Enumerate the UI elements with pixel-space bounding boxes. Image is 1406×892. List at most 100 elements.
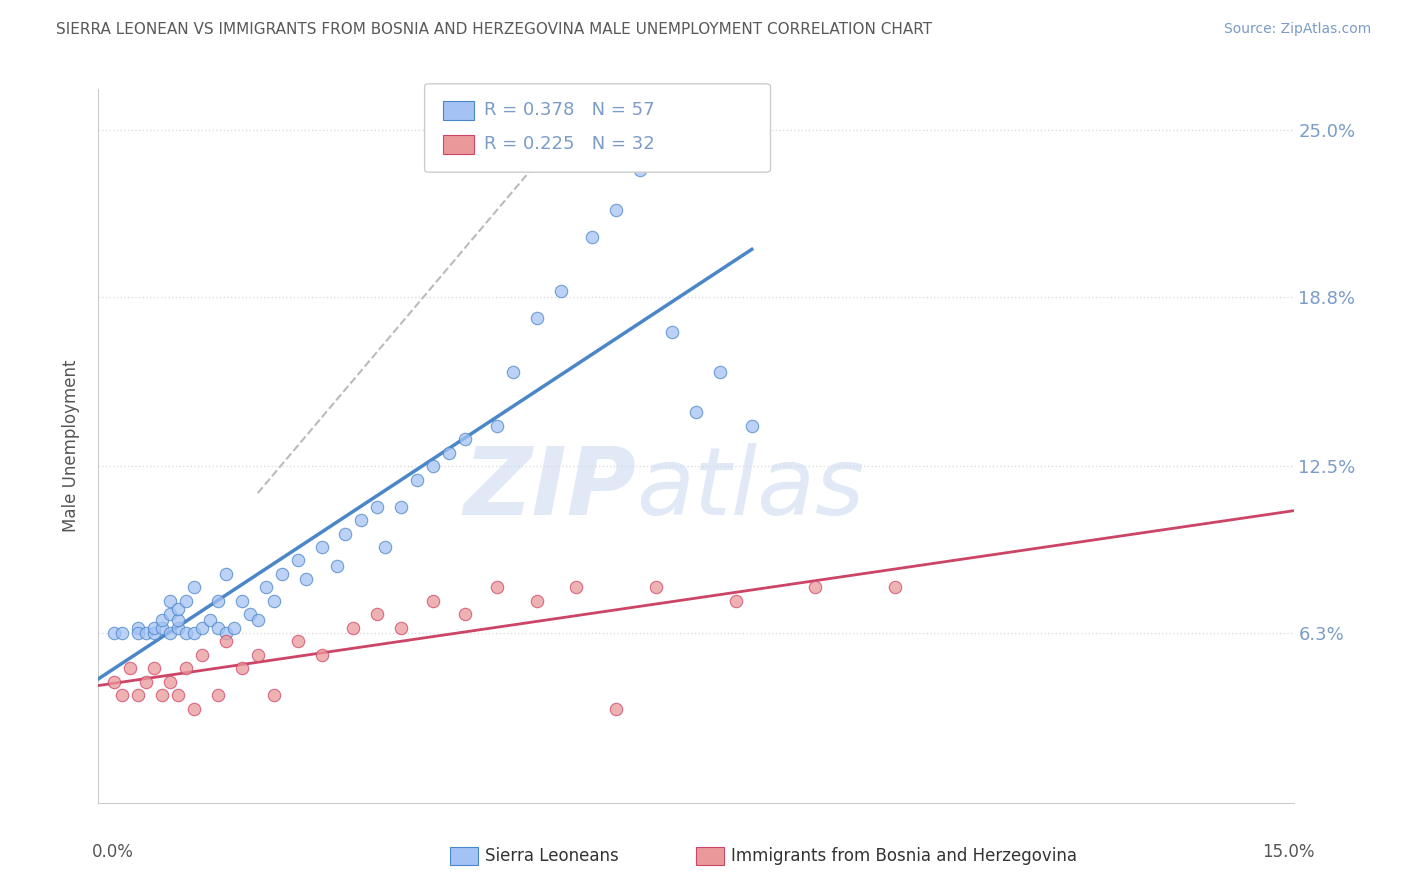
Point: [143, 626, 166, 640]
Point: [422, 594, 444, 608]
Point: [174, 661, 197, 675]
Point: [191, 648, 214, 662]
Point: [127, 688, 149, 702]
Point: [159, 674, 181, 689]
Point: [287, 634, 309, 648]
Point: [120, 661, 142, 675]
Point: [174, 594, 197, 608]
Point: [366, 607, 388, 622]
Point: [581, 230, 603, 244]
Point: [422, 459, 444, 474]
Text: Immigrants from Bosnia and Herzegovina: Immigrants from Bosnia and Herzegovina: [731, 847, 1077, 865]
Point: [254, 580, 277, 594]
Point: [239, 607, 262, 622]
Text: 15.0%: 15.0%: [1263, 843, 1315, 861]
Point: [406, 473, 429, 487]
Point: [207, 621, 229, 635]
Y-axis label: Male Unemployment: Male Unemployment: [62, 359, 80, 533]
Point: [215, 566, 238, 581]
Point: [231, 661, 253, 675]
Point: [485, 418, 508, 433]
Text: 0.0%: 0.0%: [91, 843, 134, 861]
Point: [150, 613, 173, 627]
Point: [311, 540, 333, 554]
Point: [565, 580, 588, 594]
Point: [335, 526, 357, 541]
Point: [207, 594, 229, 608]
Text: ZIP: ZIP: [464, 442, 637, 535]
Point: [502, 365, 524, 379]
Text: Source: ZipAtlas.com: Source: ZipAtlas.com: [1223, 22, 1371, 37]
Point: [389, 621, 412, 635]
Text: atlas: atlas: [637, 443, 865, 534]
Point: [127, 621, 149, 635]
Text: Sierra Leoneans: Sierra Leoneans: [485, 847, 619, 865]
Point: [159, 607, 181, 622]
Point: [263, 594, 285, 608]
Point: [454, 432, 477, 446]
Point: [143, 661, 166, 675]
Point: [550, 284, 572, 298]
Point: [215, 626, 238, 640]
Point: [135, 674, 157, 689]
Point: [231, 594, 253, 608]
Point: [526, 594, 548, 608]
Text: SIERRA LEONEAN VS IMMIGRANTS FROM BOSNIA AND HERZEGOVINA MALE UNEMPLOYMENT CORRE: SIERRA LEONEAN VS IMMIGRANTS FROM BOSNIA…: [56, 22, 932, 37]
Point: [198, 613, 221, 627]
Point: [174, 626, 197, 640]
Point: [167, 621, 190, 635]
Point: [222, 621, 245, 635]
Point: [374, 540, 396, 554]
Point: [111, 626, 134, 640]
Point: [389, 500, 412, 514]
Point: [183, 701, 205, 715]
Point: [741, 418, 763, 433]
Point: [246, 613, 269, 627]
Point: [191, 621, 214, 635]
Point: [366, 500, 388, 514]
Point: [135, 626, 157, 640]
Point: [127, 626, 149, 640]
Point: [207, 688, 229, 702]
Point: [150, 688, 173, 702]
Text: R = 0.225   N = 32: R = 0.225 N = 32: [484, 135, 654, 153]
Point: [685, 405, 707, 419]
Point: [605, 701, 627, 715]
Point: [342, 621, 364, 635]
Point: [103, 674, 125, 689]
Point: [350, 513, 373, 527]
Point: [645, 580, 668, 594]
Point: [628, 163, 651, 178]
Point: [605, 203, 627, 218]
Point: [263, 688, 285, 702]
Point: [454, 607, 477, 622]
Point: [326, 558, 349, 573]
Point: [143, 621, 166, 635]
Point: [159, 626, 181, 640]
Point: [661, 325, 683, 339]
Point: [526, 311, 548, 326]
Point: [183, 626, 205, 640]
Point: [183, 580, 205, 594]
Point: [270, 566, 292, 581]
Point: [167, 688, 190, 702]
Point: [485, 580, 508, 594]
Point: [804, 580, 827, 594]
Point: [167, 613, 190, 627]
Point: [311, 648, 333, 662]
Point: [215, 634, 238, 648]
Point: [103, 626, 125, 640]
Point: [246, 648, 269, 662]
Point: [287, 553, 309, 567]
Point: [294, 572, 316, 586]
Point: [724, 594, 747, 608]
Point: [111, 688, 134, 702]
Point: [884, 580, 907, 594]
Point: [437, 446, 460, 460]
Text: R = 0.378   N = 57: R = 0.378 N = 57: [484, 101, 654, 119]
Point: [159, 594, 181, 608]
Point: [150, 621, 173, 635]
Point: [709, 365, 731, 379]
Point: [167, 602, 190, 616]
Point: [685, 149, 707, 163]
